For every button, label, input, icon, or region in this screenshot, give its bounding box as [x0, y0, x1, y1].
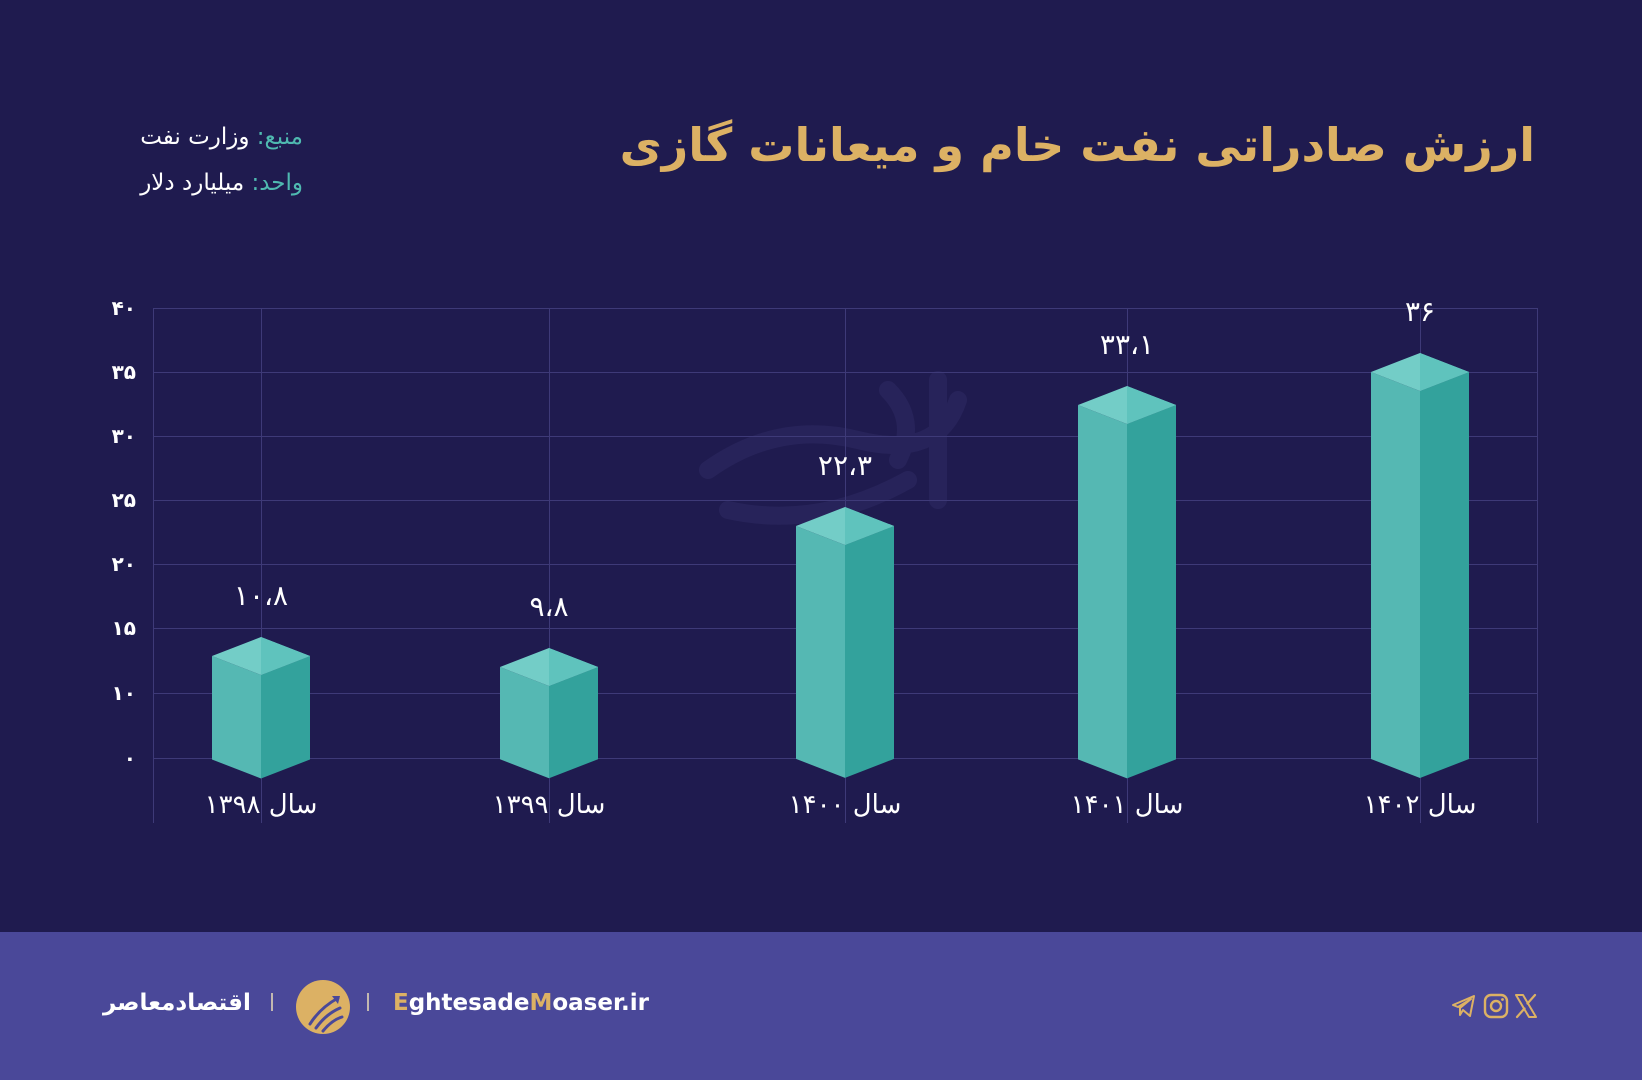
- y-tick-label: ۱۵: [111, 616, 136, 640]
- unit-label: واحد:: [251, 170, 303, 196]
- brand-name-persian: اقتصادمعاصر: [103, 990, 251, 1016]
- gridline-vertical: [153, 308, 154, 823]
- y-tick-label: ۲۰: [111, 552, 136, 576]
- x-icon[interactable]: [1513, 993, 1539, 1019]
- x-category-label: سال ۱۴۰۲: [1363, 790, 1477, 820]
- y-tick-label: ۳۵: [111, 360, 136, 384]
- y-tick-label: ۱۰: [111, 681, 136, 705]
- website-link[interactable]: EghtesadeMoaser.ir: [393, 990, 649, 1016]
- bar-prism: [212, 636, 310, 778]
- gridline-vertical: [1537, 308, 1538, 823]
- source-value: وزارت نفت: [140, 124, 250, 150]
- bar-value-label: ۳۶: [1404, 295, 1436, 328]
- unit-row: واحد: میلیارد دلار: [103, 160, 303, 206]
- gridline-vertical: [549, 308, 550, 823]
- x-category-label: سال ۱۴۰۱: [1070, 790, 1184, 820]
- unit-value: میلیارد دلار: [140, 170, 245, 196]
- y-tick-label: ۰: [123, 746, 136, 770]
- bar-value-label: ۹،۸: [529, 589, 569, 623]
- source-label: منبع:: [256, 124, 303, 150]
- bar-value-label: ۲۲،۳: [817, 449, 873, 483]
- bar-value-label: ۱۰،۸: [233, 578, 289, 612]
- bar-value-label: ۳۳،۱: [1099, 327, 1155, 361]
- footer-separator: [271, 993, 273, 1011]
- bar-4: [1371, 334, 1469, 780]
- y-tick-label: ۳۰: [111, 424, 136, 448]
- x-category-label: سال ۱۳۹۸: [204, 790, 318, 820]
- chart-title: ارزش صادراتی نفت خام و میعانات گازی: [619, 118, 1536, 172]
- x-category-label: سال ۱۴۰۰: [788, 790, 902, 820]
- bar-1: [500, 629, 598, 780]
- bar-chart: ۴۰ ۳۵ ۳۰ ۲۵ ۲۰ ۱۵ ۱۰ ۰ ۱۰،۸ سال ۱۳۹۸ ۹،۸ سال ۱۳۹۹ ۲۲…: [111, 295, 1538, 823]
- bar-prism: [796, 507, 894, 778]
- instagram-icon[interactable]: [1483, 993, 1509, 1019]
- chart-meta: منبع: وزارت نفت واحد: میلیارد دلار: [103, 114, 303, 206]
- gridline-vertical: [261, 308, 262, 823]
- bar-prism: [1371, 353, 1469, 778]
- y-tick-label: ۲۵: [111, 488, 136, 512]
- bar-2: [796, 488, 894, 780]
- footer-bar: [0, 932, 1642, 1080]
- bar-prism: [1078, 385, 1176, 778]
- bar-prism: [500, 647, 598, 778]
- y-tick-label: ۴۰: [111, 296, 136, 320]
- source-row: منبع: وزارت نفت: [103, 114, 303, 160]
- telegram-icon[interactable]: [1451, 993, 1477, 1019]
- bar-3: [1078, 367, 1176, 780]
- x-category-label: سال ۱۳۹۹: [492, 790, 606, 820]
- footer-separator: [367, 993, 369, 1011]
- watermark-logo: [699, 371, 967, 525]
- bar-0: [212, 618, 310, 781]
- brand-logo-icon: [296, 980, 350, 1034]
